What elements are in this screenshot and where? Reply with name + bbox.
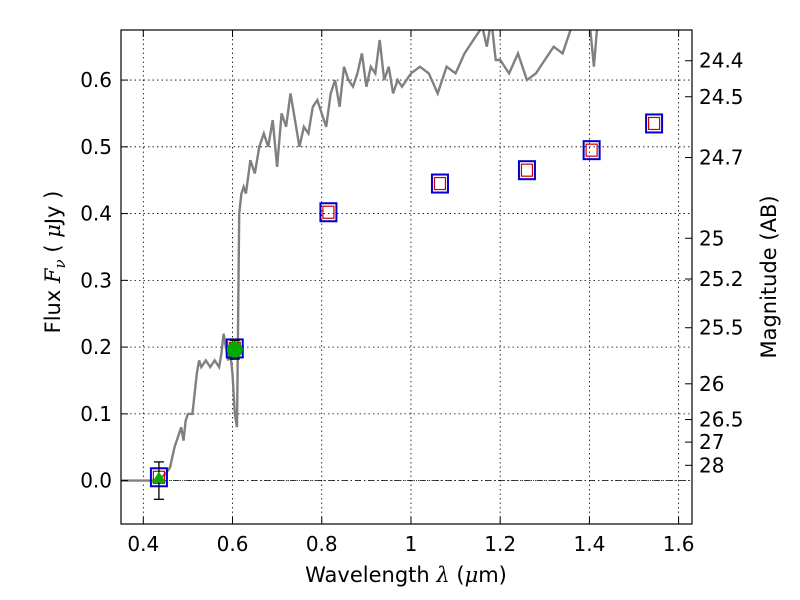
model-point-outer	[645, 113, 664, 134]
observed-point	[226, 341, 243, 358]
y2-tick-label: 26.5	[699, 408, 744, 432]
model-point-inner	[433, 176, 447, 191]
y2-tick-label: 28	[699, 453, 724, 477]
x-tick-label: 0.8	[306, 532, 338, 556]
x-axis-ticks: 0.4 0.6 0.8 1 1.2 1.4 1.6	[127, 30, 695, 556]
y2-tick-label: 26	[699, 372, 724, 396]
y-axis-ticks: 0.0 0.1 0.2 0.3 0.4 0.5 0.6	[80, 68, 128, 493]
y2-tick-label: 27	[699, 430, 724, 454]
y2-tick-label: 24.5	[699, 85, 744, 109]
y2-tick-label: 25.5	[699, 316, 744, 340]
model-point-outer	[517, 160, 536, 181]
x-tick-label: 1.6	[663, 532, 695, 556]
y-tick-label: 0.4	[80, 202, 112, 226]
observed-point	[151, 471, 166, 483]
model-point-inner	[520, 163, 534, 177]
y-tick-label: 0.6	[80, 68, 112, 92]
y2-tick-label: 25	[699, 226, 724, 250]
spectrum-line	[121, 30, 599, 482]
y-tick-label: 0.1	[80, 402, 112, 426]
x-tick-label: 0.6	[217, 532, 249, 556]
model-point-outer	[319, 202, 338, 223]
y2-tick-label: 24.4	[699, 49, 744, 73]
model-point-outer	[582, 140, 601, 161]
x-tick-label: 1.2	[484, 532, 516, 556]
y-tick-label: 0.5	[80, 135, 112, 159]
y-axis-label: Flux Fν ( μJy )	[41, 191, 69, 334]
y2-tick-label: 25.2	[699, 267, 744, 291]
model-point-inner	[647, 116, 661, 131]
plot-area	[121, 30, 664, 500]
plot-frame	[120, 29, 693, 525]
y2-axis-label: Magnitude (AB)	[757, 195, 781, 358]
model-point-outer	[430, 173, 449, 194]
y-tick-label: 0.3	[80, 268, 112, 292]
model-point-inner	[322, 205, 335, 219]
observed-points	[151, 339, 243, 500]
x-tick-label: 1	[405, 532, 418, 556]
x-tick-label: 1.4	[573, 532, 605, 556]
model-point-inner	[585, 143, 598, 157]
y-tick-label: 0.0	[80, 469, 112, 493]
y2-tick-label: 24.7	[699, 146, 744, 170]
x-axis-label: Wavelength λ (μm)	[305, 563, 507, 587]
x-tick-label: 0.4	[127, 532, 159, 556]
y-tick-label: 0.2	[80, 335, 112, 359]
